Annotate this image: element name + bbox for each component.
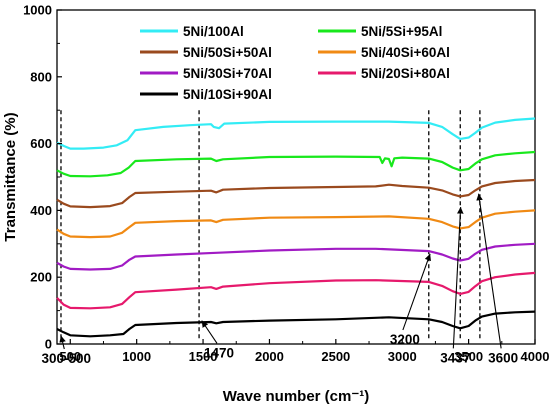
x-tick-label: 3000 bbox=[388, 349, 417, 364]
series-5ni-10si-90al bbox=[56, 310, 536, 338]
x-tick-label: 500 bbox=[59, 349, 81, 364]
x-tick-label: 3500 bbox=[454, 349, 483, 364]
y-tick-label: 0 bbox=[45, 337, 52, 352]
y-tick-label: 800 bbox=[30, 69, 52, 84]
legend-label-5ni-50si-50al: 5Ni/50Si+50Al bbox=[183, 45, 272, 60]
annotation-arrow-3600 bbox=[476, 193, 502, 349]
annotation-label-300-500: 300-500 bbox=[42, 351, 92, 366]
legend-label-5ni-5si-95al: 5Ni/5Si+95Al bbox=[361, 24, 442, 39]
x-tick-label: 1000 bbox=[122, 349, 151, 364]
series-5ni-40si-60al bbox=[56, 209, 536, 239]
annotation-arrow-3200 bbox=[402, 253, 431, 331]
legend: 5Ni/100Al 5Ni/5Si+95Al 5Ni/50Si+50Al 5Ni/40… bbox=[140, 24, 450, 102]
legend-label-5ni-30si-70al: 5Ni/30Si+70Al bbox=[183, 66, 272, 81]
x-tick-label: 2000 bbox=[255, 349, 284, 364]
legend-label-5ni-40si-60al: 5Ni/40Si+60Al bbox=[361, 45, 450, 60]
annotation-label-1470: 1470 bbox=[204, 345, 234, 360]
series-5ni-50si-50al bbox=[56, 178, 536, 209]
series-5ni-20si-80al bbox=[56, 271, 536, 310]
annotation-arrow-300-500 bbox=[59, 335, 66, 350]
series-5ni-30si-70al bbox=[56, 242, 536, 271]
x-axis-title: Wave number (cm⁻¹) bbox=[223, 388, 370, 405]
annotations: 300-500 1470 3200 3437 3600 bbox=[42, 193, 518, 366]
annotation-arrow-1470 bbox=[201, 320, 218, 344]
annotation-arrow-3437 bbox=[452, 207, 464, 349]
x-tick-label: 1500 bbox=[189, 349, 218, 364]
annotation-label-3600: 3600 bbox=[488, 350, 518, 365]
annotation-label-3437: 3437 bbox=[440, 350, 470, 365]
marker-lines bbox=[60, 110, 481, 339]
y-axis-title: Transmittance (%) bbox=[2, 112, 19, 241]
y-tick-label: 600 bbox=[30, 136, 52, 151]
legend-label-5ni-10si-90al: 5Ni/10Si+90Al bbox=[183, 87, 272, 102]
series-lines bbox=[56, 117, 536, 338]
x-tick-label: 2500 bbox=[321, 349, 350, 364]
legend-label-5ni-100al: 5Ni/100Al bbox=[183, 24, 244, 39]
x-axis-ticks: 500 1000 1500 2000 2500 3000 3500 4000 bbox=[59, 339, 549, 364]
y-tick-label: 200 bbox=[30, 270, 52, 285]
y-tick-label: 400 bbox=[30, 203, 52, 218]
y-axis-ticks: 0 200 400 600 800 1000 bbox=[23, 3, 62, 352]
annotation-label-3200: 3200 bbox=[390, 332, 420, 347]
series-5ni-100al bbox=[56, 117, 536, 150]
y-tick-label: 1000 bbox=[23, 3, 52, 18]
x-tick-label: 4000 bbox=[521, 349, 550, 364]
legend-label-5ni-20si-80al: 5Ni/20Si+80Al bbox=[361, 66, 450, 81]
series-5ni-5si-95al bbox=[56, 150, 536, 178]
